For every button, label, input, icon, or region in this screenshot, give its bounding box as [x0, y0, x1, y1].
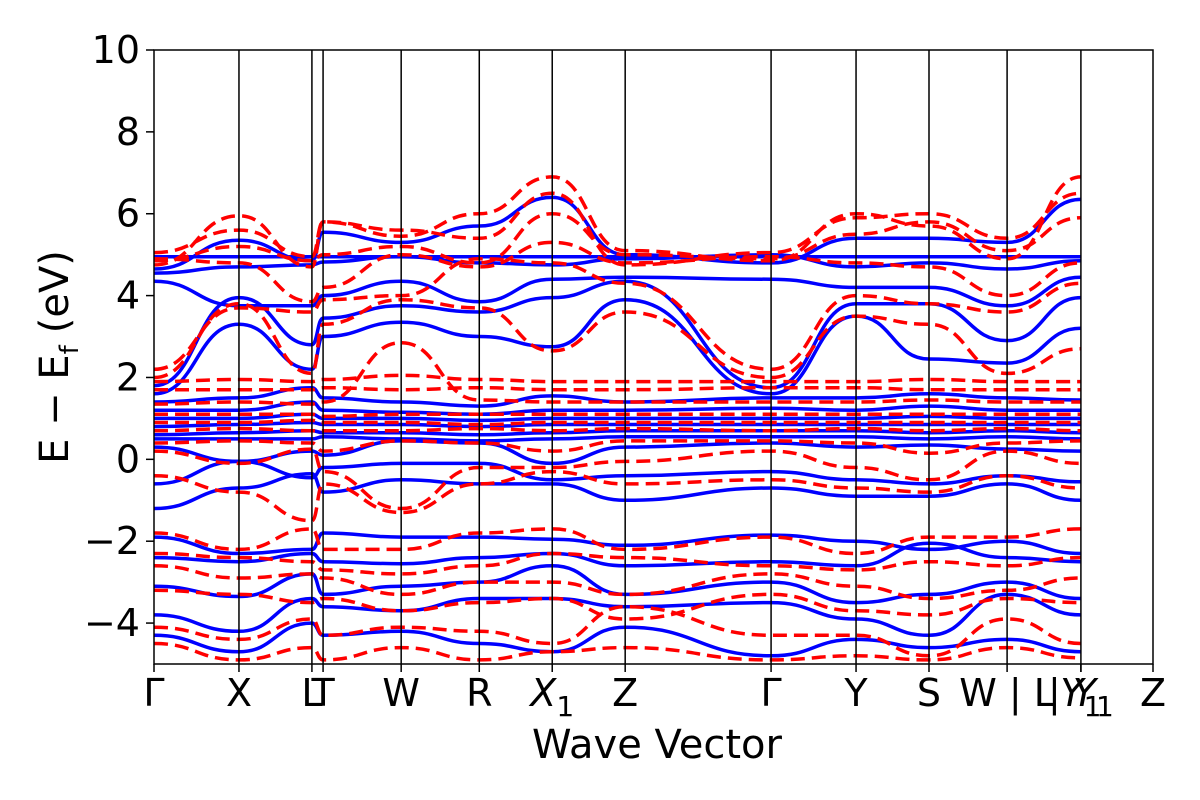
x-tick-label-6: X1 — [528, 671, 574, 723]
x-tick-label-4: W — [382, 671, 420, 715]
y-axis-label-unit: (eV) — [32, 250, 78, 333]
y-tick-label-2: 0 — [116, 437, 140, 481]
x-tick-label-1: X — [226, 671, 252, 715]
x-tick-label-9: Y — [843, 671, 868, 715]
x-axis: Γ X LT W R X1 Z Γ Y S W | L Y1| Y1 Z — [143, 664, 1166, 723]
x-tick-label-2: L — [301, 671, 322, 715]
kpoint-lines — [238, 50, 1082, 664]
y-axis-label: E − Ef (eV) — [32, 250, 85, 464]
y-tick-label-0: −4 — [84, 601, 140, 645]
y-axis-label-main: E − E — [32, 354, 78, 464]
band-solid-5 — [154, 297, 1081, 396]
band-dashed-27 — [154, 385, 1081, 392]
y-tick-label-5: 6 — [116, 192, 140, 236]
x-tick-label-5: R — [466, 671, 492, 715]
y-tick-label-7: 10 — [92, 28, 140, 72]
y-tick-label-3: 2 — [116, 355, 140, 399]
band-dashed-25 — [154, 297, 1081, 380]
x-tick-label-14: Z — [1140, 671, 1166, 715]
y-tick-label-6: 8 — [116, 110, 140, 154]
band-dashed-20 — [154, 175, 1082, 269]
x-tick-label-8: Γ — [760, 671, 781, 715]
x-tick-label-11: W | L — [959, 671, 1055, 716]
plot-frame — [153, 49, 1154, 665]
y-axis: −4 −2 0 2 4 6 8 10 — [84, 28, 154, 645]
x-axis-label: Wave Vector — [532, 722, 783, 768]
y-tick-label-1: −2 — [84, 519, 140, 563]
x-tick-label-0: Γ — [143, 671, 164, 715]
x-tick-label-7: Z — [612, 671, 638, 715]
x-tick-label-3: T — [310, 671, 335, 715]
x-tick-label-12: Y1 — [1060, 671, 1101, 723]
y-tick-label-4: 4 — [116, 274, 140, 318]
band-dashed-31 — [154, 426, 1081, 433]
x-tick-label-10: S — [917, 671, 941, 715]
y-axis-label-subscript: f — [55, 344, 85, 354]
x-tick-label-13: | Y1 — [1048, 671, 1114, 723]
